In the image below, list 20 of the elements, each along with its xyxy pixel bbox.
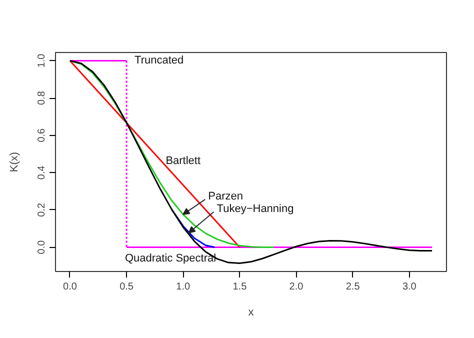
- y-tick-label: 0.0: [36, 240, 48, 254]
- y-tick-label: 0.6: [36, 128, 48, 142]
- x-tick-label: 1.0: [176, 282, 191, 292]
- x-tick-label: 2.5: [346, 282, 360, 292]
- y-tick-label: 1.0: [36, 53, 48, 68]
- x-tick-label: 1.5: [232, 282, 248, 292]
- x-tick-label: 2.0: [289, 282, 304, 292]
- y-tick-label: 0.4: [36, 165, 48, 180]
- annotation: Parzen: [208, 190, 243, 202]
- annotation: Quadratic Spectral: [124, 252, 216, 264]
- annotation: Tukey−Hanning: [216, 202, 294, 215]
- annotation: Truncated: [134, 54, 184, 67]
- y-axis-title: K(x): [8, 152, 20, 172]
- annotation: Bartlett: [166, 155, 201, 168]
- x-tick-label: 0.5: [120, 282, 134, 292]
- x-tick-label: 3.0: [402, 282, 417, 292]
- y-tick-label: 0.2: [36, 202, 48, 217]
- x-axis-title: x: [248, 306, 254, 318]
- y-tick-label: 0.8: [36, 90, 48, 105]
- x-tick-label: 0.0: [63, 282, 78, 292]
